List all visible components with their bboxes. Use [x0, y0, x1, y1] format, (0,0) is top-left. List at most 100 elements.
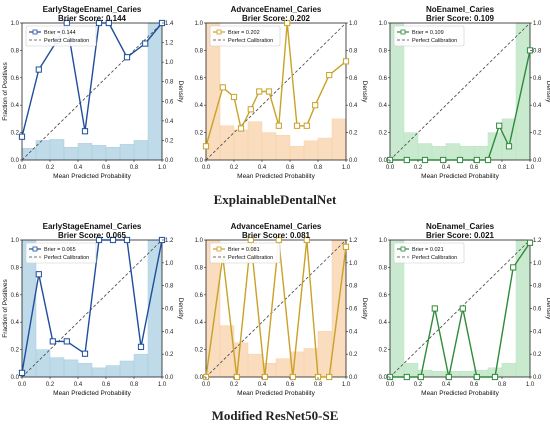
histogram-bar [105, 147, 121, 161]
y2-tick-label: 0.4 [165, 119, 174, 125]
x-tick-label: 0.6 [102, 382, 111, 388]
y2-tick-label: 0.4 [349, 103, 358, 109]
y-tick-label: 0.0 [379, 158, 388, 164]
legend-box [393, 242, 465, 264]
calibration-point [265, 88, 273, 95]
plot-frame [21, 22, 163, 161]
y-tick-label: 0.2 [379, 131, 388, 137]
y-tick-label: 0.0 [379, 375, 388, 381]
x-tick-label: 0.6 [286, 165, 295, 171]
histogram-bar [133, 140, 149, 161]
y2-tick-label: 0.2 [533, 352, 542, 358]
calibration-curve [21, 20, 163, 137]
chart-subtitle: Brier Score: 0.081 [242, 231, 311, 240]
x-tick-label: 0.6 [470, 382, 479, 388]
x-tick-label: 0.4 [442, 165, 451, 171]
y2-tick-label: 0.4 [533, 103, 542, 109]
y-axis-label: Fraction of Positives [2, 61, 9, 120]
calibration-point [284, 19, 291, 27]
histogram-bar [35, 349, 51, 378]
calibration-point [440, 156, 447, 164]
calibration-point [233, 373, 240, 381]
y-tick-label: 0.2 [11, 348, 20, 354]
x-tick-label: 0.8 [314, 382, 323, 388]
calibration-point [256, 88, 263, 95]
y2-tick-label: 1.2 [349, 238, 358, 244]
histogram-bar [261, 132, 277, 161]
histogram-bar [63, 359, 79, 378]
perfect-calibration-line [21, 22, 163, 161]
y2-tick-label: 1.2 [165, 41, 174, 47]
chart-6: 0.00.20.40.60.81.00.00.20.40.60.81.01.20… [379, 222, 550, 397]
calibration-curve [21, 239, 163, 374]
x-tick-label: 0.0 [386, 165, 395, 171]
x-tick-label: 1.0 [526, 165, 535, 171]
legend: Brier = 0.144 Perfect Calibration [25, 25, 97, 47]
y2-tick-label: 0.2 [533, 131, 542, 137]
y2-tick-label: 0.0 [533, 375, 542, 381]
calibration-point [81, 128, 89, 135]
x-tick-label: 0.2 [230, 165, 239, 171]
y2-tick-label: 0.0 [533, 158, 542, 164]
y2-tick-label: 0.0 [349, 158, 358, 164]
legend-brier-label: Brier = 0.144 [44, 30, 76, 36]
chart-5: 0.00.20.40.60.81.00.00.20.40.60.81.01.20… [195, 222, 368, 397]
calibration-point [342, 243, 350, 250]
histogram-bar [105, 365, 121, 378]
y-tick-label: 0.8 [195, 48, 204, 54]
histogram-bar [275, 358, 291, 378]
calibration-point [261, 373, 268, 381]
calibration-point [247, 236, 254, 244]
calibration-point [35, 66, 42, 73]
calibration-point [456, 156, 464, 164]
calibration-point [18, 369, 26, 376]
y-tick-label: 0.6 [379, 293, 388, 299]
calibration-point [510, 264, 517, 271]
histogram-bar [77, 143, 93, 161]
y2-tick-label: 1.0 [165, 261, 174, 267]
x-axis-label: Mean Predicted Probability [421, 173, 499, 180]
y2-tick-label: 0.6 [349, 76, 358, 82]
histogram-bar [219, 125, 235, 161]
y2-tick-label: 0.6 [165, 99, 174, 105]
y-tick-label: 1.0 [195, 21, 204, 27]
calibration-point [445, 373, 452, 381]
plot-frame [205, 22, 347, 161]
chart-subtitle: Brier Score: 0.109 [426, 14, 495, 23]
calibration-point [123, 54, 131, 61]
chart-2: 0.00.20.40.60.81.00.00.20.40.60.81.00.0 0… [195, 5, 368, 180]
y2-tick-label: 1.0 [165, 60, 174, 66]
y-tick-label: 0.8 [379, 265, 388, 271]
histogram-bar [289, 146, 305, 161]
y2-tick-label: 0.2 [349, 131, 358, 137]
y2-tick-label: 0.8 [349, 48, 358, 54]
calibration-point [63, 19, 70, 27]
calibration-point [289, 373, 296, 381]
histogram-bar [431, 371, 447, 378]
calibration-point [109, 236, 117, 244]
y-tick-label: 0.0 [11, 375, 20, 381]
perfect-calibration-line [389, 22, 531, 161]
calibration-point [95, 236, 103, 244]
histogram-bar [303, 140, 319, 161]
calibration-point [417, 373, 424, 381]
calibration-point [35, 271, 42, 278]
calibration-point [526, 239, 534, 246]
y2-tick-label: 1.2 [533, 238, 542, 244]
calibration-point [496, 122, 503, 129]
legend-box [209, 242, 281, 264]
legend-box [25, 25, 97, 47]
histogram-bar [119, 360, 135, 378]
y2-tick-label: 0.6 [349, 307, 358, 313]
y-tick-label: 0.4 [379, 320, 388, 326]
y-tick-label: 0.2 [195, 348, 204, 354]
chart-subtitle: Brier Score: 0.021 [426, 231, 495, 240]
y2-tick-label: 0.8 [533, 284, 542, 290]
legend-brier-label: Brier = 0.065 [44, 247, 76, 253]
chart-title: AdvanceEnamel_Caries [231, 5, 322, 14]
y-tick-label: 1.0 [195, 238, 204, 244]
histogram-bar [49, 357, 65, 378]
histogram-bar [331, 118, 347, 161]
y2-tick-label: 0.8 [533, 48, 542, 54]
